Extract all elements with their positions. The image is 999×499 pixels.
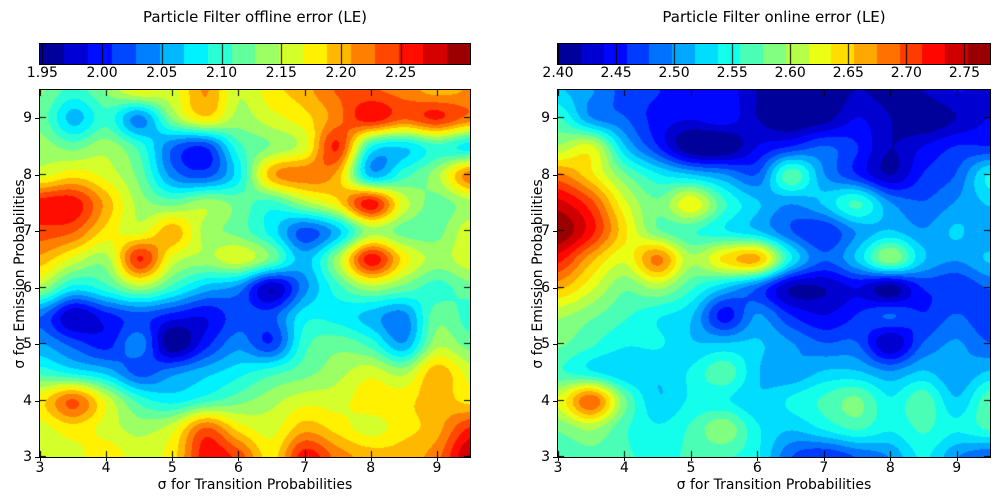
y-tick-mark — [553, 401, 557, 402]
panel-title-online: Particle Filter online error (LE) — [662, 8, 886, 26]
colorbar-tick-label: 2.65 — [832, 65, 864, 81]
colorbar-tick-label: 1.95 — [26, 65, 58, 81]
x-tick-label: 4 — [619, 460, 629, 476]
y-tick-mark — [553, 175, 557, 176]
colorbar-tick-label: 2.50 — [658, 65, 690, 81]
x-tick-mark — [238, 457, 239, 461]
y-tick-label: 3 — [541, 449, 550, 465]
y-tick-mark — [35, 401, 39, 402]
y-tick-label: 7 — [541, 223, 550, 240]
x-tick-label: 6 — [233, 460, 243, 476]
x-tick-label: 5 — [167, 460, 177, 476]
x-tick-label: 3 — [553, 460, 563, 476]
colorbar-tick-label: 2.45 — [600, 65, 632, 81]
x-axis-label-offline: σ for Transition Probabilities — [157, 477, 353, 493]
x-tick-mark — [305, 457, 306, 461]
x-tick-mark — [40, 457, 41, 461]
x-tick-label: 9 — [952, 460, 962, 476]
x-tick-mark — [371, 457, 372, 461]
y-tick-label: 3 — [23, 449, 32, 465]
x-tick-label: 3 — [35, 460, 45, 476]
y-tick-label: 4 — [541, 392, 550, 409]
y-axis-label-online: σ for Emission Probabilities — [530, 178, 546, 369]
colorbar-tick-label: 2.75 — [948, 65, 981, 81]
y-tick-mark — [35, 175, 39, 176]
x-tick-label: 7 — [819, 460, 829, 476]
x-tick-mark — [624, 457, 625, 461]
y-tick-label: 9 — [23, 110, 32, 127]
colorbar-tick-label: 2.60 — [774, 65, 806, 81]
y-tick-mark — [553, 118, 557, 119]
x-tick-mark — [757, 457, 758, 461]
y-tick-mark — [553, 288, 557, 289]
colorbar-tick-label: 2.10 — [205, 65, 238, 81]
x-tick-label: 8 — [366, 460, 376, 476]
colorbar-tick-label: 2.40 — [542, 65, 574, 81]
x-tick-label: 5 — [686, 460, 696, 476]
x-tick-mark — [172, 457, 173, 461]
heatmap-offline — [39, 89, 471, 458]
y-axis-label-offline: σ for Emission Probabilities — [12, 178, 28, 369]
x-tick-mark — [437, 457, 438, 461]
colorbar-tick-label: 2.70 — [890, 65, 922, 81]
x-axis-label-online: σ for Transition Probabilities — [676, 477, 872, 493]
heatmap-online — [557, 89, 991, 458]
x-tick-label: 6 — [752, 460, 762, 476]
x-tick-mark — [691, 457, 692, 461]
y-tick-mark — [35, 457, 39, 458]
colorbar-online — [557, 43, 991, 65]
colorbar-tick-label: 2.20 — [325, 65, 357, 81]
colorbar-tick-label: 2.15 — [265, 65, 297, 81]
y-tick-mark — [553, 231, 557, 232]
x-tick-mark — [558, 457, 559, 461]
panel-title-offline: Particle Filter offline error (LE) — [142, 8, 368, 26]
y-tick-label: 5 — [23, 336, 32, 353]
y-tick-label: 7 — [23, 223, 32, 240]
y-tick-label: 6 — [541, 279, 550, 296]
x-tick-mark — [824, 457, 825, 461]
colorbar-tick-label: 2.00 — [86, 65, 118, 81]
y-tick-mark — [35, 288, 39, 289]
colorbar-tick-label: 2.05 — [146, 65, 178, 81]
y-tick-label: 5 — [541, 336, 550, 353]
y-tick-mark — [553, 457, 557, 458]
x-tick-mark — [957, 457, 958, 461]
y-tick-mark — [35, 231, 39, 232]
y-tick-label: 8 — [23, 166, 32, 183]
y-tick-label: 8 — [541, 166, 550, 183]
y-tick-label: 6 — [23, 279, 32, 296]
y-tick-mark — [35, 344, 39, 345]
x-tick-label: 9 — [432, 460, 442, 476]
x-tick-label: 4 — [101, 460, 111, 476]
x-tick-mark — [106, 457, 107, 461]
x-tick-mark — [890, 457, 891, 461]
y-tick-mark — [35, 118, 39, 119]
colorbar-tick-label: 2.55 — [716, 65, 748, 81]
x-tick-label: 8 — [885, 460, 895, 476]
y-tick-mark — [553, 344, 557, 345]
colorbar-offline — [39, 43, 471, 65]
y-tick-label: 4 — [23, 392, 32, 409]
y-tick-label: 9 — [541, 110, 550, 127]
colorbar-tick-label: 2.25 — [385, 65, 417, 81]
x-tick-label: 7 — [300, 460, 310, 476]
